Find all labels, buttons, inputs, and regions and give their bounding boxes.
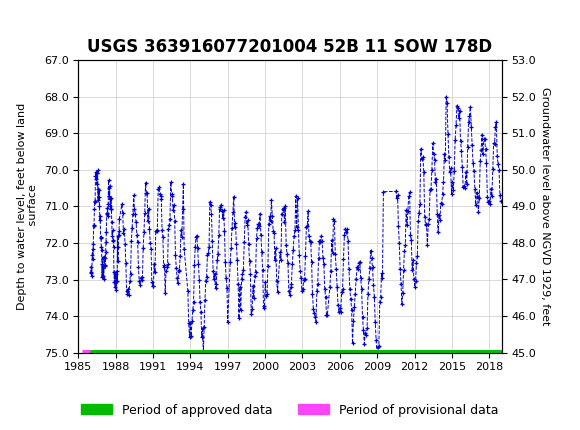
Text: ≋USGS: ≋USGS xyxy=(6,10,77,28)
Legend: Period of approved data, Period of provisional data: Period of approved data, Period of provi… xyxy=(76,399,504,421)
Y-axis label: Groundwater level above NGVD 1929, feet: Groundwater level above NGVD 1929, feet xyxy=(540,87,550,326)
Title: USGS 363916077201004 52B 11 SOW 178D: USGS 363916077201004 52B 11 SOW 178D xyxy=(88,38,492,56)
Y-axis label: Depth to water level, feet below land
 surface: Depth to water level, feet below land su… xyxy=(17,103,38,310)
